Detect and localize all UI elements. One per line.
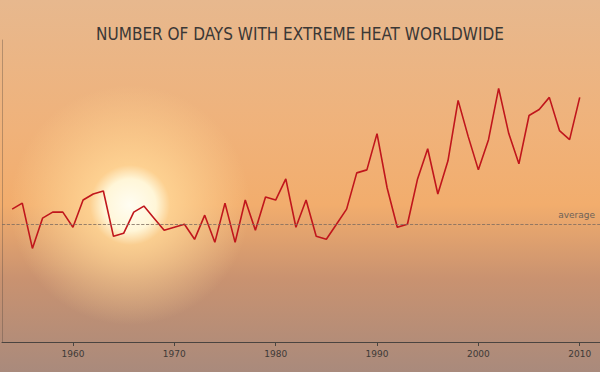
svg-text:average: average <box>558 210 595 220</box>
svg-text:1980: 1980 <box>264 349 287 359</box>
svg-text:1990: 1990 <box>366 349 389 359</box>
svg-text:NUMBER OF DAYS WITH EXTREME HE: NUMBER OF DAYS WITH EXTREME HEAT WORLDWI… <box>96 24 504 44</box>
svg-text:2000: 2000 <box>467 349 490 359</box>
svg-text:1970: 1970 <box>163 349 186 359</box>
svg-text:2010: 2010 <box>568 349 591 359</box>
svg-text:1960: 1960 <box>61 349 84 359</box>
